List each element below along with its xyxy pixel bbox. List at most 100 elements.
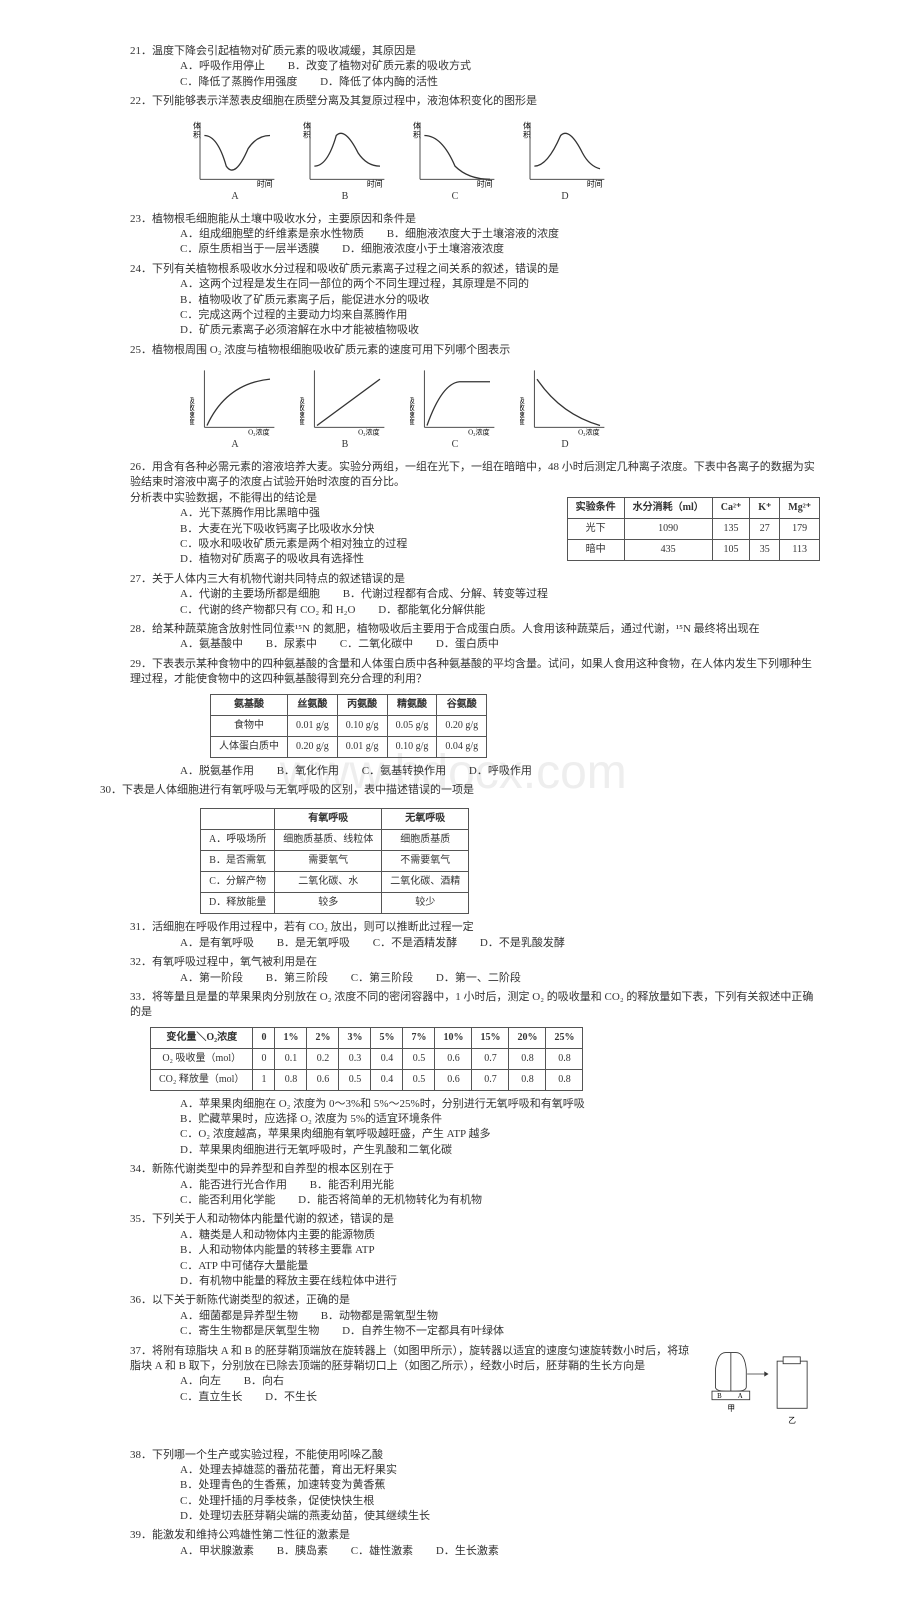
- q33-r0c6: 0.5: [403, 1048, 435, 1069]
- q29-table: 氨基酸 丝氨酸 丙氨酸 精氨酸 谷氨酸 食物中 0.01 g/g 0.10 g/…: [210, 694, 487, 758]
- q33-r1c9: 0.8: [509, 1069, 546, 1090]
- question-30: 30．下表是人体细胞进行有氧呼吸与无氧呼吸的区别，表中描述错误的一项是 有氧呼吸…: [100, 783, 820, 914]
- q30-r2c0: C．分解产物: [201, 872, 275, 893]
- q26-r1c4: 113: [780, 539, 820, 560]
- q22-graphs: 体积时间 A 体积时间 B 体积时间 C 体积时间 D: [190, 118, 820, 204]
- q29-r1c1: 0.20 g/g: [288, 736, 338, 757]
- q27-opt-a: A．代谢的主要场所都是细胞: [180, 587, 320, 602]
- q25-label-d: D: [520, 438, 610, 452]
- q28-opt-a: A．氨基酸中: [180, 637, 243, 652]
- q27-opt-d: D．都能氧化分解供能: [378, 603, 485, 618]
- svg-text:O₂浓度: O₂浓度: [248, 427, 270, 436]
- q33-r0c4: 0.3: [339, 1048, 371, 1069]
- q26-th-2: Ca²⁺: [712, 497, 750, 518]
- q29-r1c2: 0.01 g/g: [337, 736, 387, 757]
- q26-th-0: 实验条件: [567, 497, 624, 518]
- q35-opt-a: A．糖类是人和动物体内主要的能源物质: [180, 1228, 820, 1243]
- q39-opt-c: C．雄性激素: [351, 1544, 413, 1559]
- q29-opt-a: A．脱氨基作用: [180, 764, 254, 779]
- table-row: A．呼吸场所 细胞质基质、线粒体 细胞质基质: [201, 830, 469, 851]
- q33-r0c7: 0.6: [435, 1048, 472, 1069]
- table-row: B．是否需氧 需要氧气 不需要氧气: [201, 851, 469, 872]
- table-header-row: 有氧呼吸 无氧呼吸: [201, 809, 469, 830]
- q26-r1c2: 105: [712, 539, 750, 560]
- q26-r0c4: 179: [780, 518, 820, 539]
- q29-r0c2: 0.10 g/g: [337, 715, 387, 736]
- q36-opt-a: A．细菌都是异养型生物: [180, 1309, 298, 1324]
- q26-r1c0: 暗中: [567, 539, 624, 560]
- q31-opt-b: B．是无氧呼吸: [277, 936, 350, 951]
- table-row: O₂ 吸收量（mol） 0 0.1 0.2 0.3 0.4 0.5 0.6 0.…: [151, 1048, 583, 1069]
- svg-text:甲: 甲: [727, 1403, 735, 1412]
- q26-th-1: 水分消耗（ml）: [624, 497, 712, 518]
- q25-graphs: 吸收速度O₂浓度 A 吸收速度O₂浓度 B 吸收速度O₂浓度 C 吸收速度O₂浓…: [190, 366, 820, 452]
- table-header-row: 变化量＼O₂浓度 0 1% 2% 3% 5% 7% 10% 15% 20% 25…: [151, 1027, 583, 1048]
- q21-opt-b: B．改变了植物对矿质元素的吸收方式: [288, 59, 471, 74]
- q24-opt-a: A．这两个过程是发生在同一部位的两个不同生理过程，其原理是不同的: [180, 277, 820, 292]
- q24-options: A．这两个过程是发生在同一部位的两个不同生理过程，其原理是不同的 B．植物吸收了…: [180, 277, 820, 339]
- q29-r1c3: 0.10 g/g: [387, 736, 437, 757]
- q25-label-c: C: [410, 438, 500, 452]
- table-row: 人体蛋白质中 0.20 g/g 0.01 g/g 0.10 g/g 0.04 g…: [211, 736, 487, 757]
- q29-th-3: 精氨酸: [387, 694, 437, 715]
- svg-text:时间: 时间: [367, 178, 383, 188]
- svg-text:A: A: [738, 1393, 743, 1400]
- q32-stem: 32．有氧呼吸过程中，氧气被利用是在: [130, 955, 820, 970]
- q33-r0c0: O₂ 吸收量（mol）: [151, 1048, 253, 1069]
- q30-r2c1: 二氧化碳、水: [275, 872, 382, 893]
- question-37: BA 甲 乙 37．将附有琼脂块 A 和 B 的胚芽鞘顶端放在旋转器上（如图甲所…: [130, 1344, 820, 1444]
- svg-text:吸收速度: 吸收速度: [300, 397, 305, 426]
- q22-label-d: D: [520, 190, 610, 204]
- table-row: D．释放能量 较多 较少: [201, 893, 469, 914]
- q25-graph-d: 吸收速度O₂浓度: [520, 366, 610, 436]
- svg-text:O₂浓度: O₂浓度: [578, 427, 600, 436]
- q33-opt-c: C．O₂ 浓度越高，苹果果肉细胞有氧呼吸越旺盛，产生 ATP 越多: [180, 1127, 820, 1142]
- q33-th-1: 0: [253, 1027, 275, 1048]
- q39-stem: 39．能激发和维持公鸡雄性第二性征的激素是: [130, 1528, 820, 1543]
- q33-r1c3: 0.6: [307, 1069, 339, 1090]
- q37-opt-a: A．向左: [180, 1374, 221, 1389]
- q33-r0c1: 0: [253, 1048, 275, 1069]
- svg-text:体: 体: [193, 120, 201, 130]
- q24-opt-b: B．植物吸收了矿质元素离子后，能促进水分的吸收: [180, 293, 820, 308]
- q25-graph-b: 吸收速度O₂浓度: [300, 366, 390, 436]
- q37-opt-b: B．向右: [244, 1374, 284, 1389]
- q33-r0c10: 0.8: [546, 1048, 583, 1069]
- q34-opt-d: D．能否将简单的无机物转化为有机物: [298, 1193, 482, 1208]
- q31-opt-a: A．是有氧呼吸: [180, 936, 254, 951]
- q23-opt-c: C．原生质相当于一层半透膜: [180, 242, 319, 257]
- q22-stem: 22．下列能够表示洋葱表皮细胞在质壁分离及其复原过程中，液泡体积变化的图形是: [130, 94, 820, 109]
- svg-text:积: 积: [303, 129, 311, 139]
- q33-th-6: 7%: [403, 1027, 435, 1048]
- q26-th-3: K⁺: [750, 497, 780, 518]
- question-28: 28．给某种蔬菜施含放射性同位素¹⁵N 的氮肥，植物吸收后主要用于合成蛋白质。人…: [130, 622, 820, 653]
- table-row: 食物中 0.01 g/g 0.10 g/g 0.05 g/g 0.20 g/g: [211, 715, 487, 736]
- svg-text:吸收速度: 吸收速度: [410, 397, 415, 426]
- q33-r0c9: 0.8: [509, 1048, 546, 1069]
- q27-opt-c: C．代谢的终产物都只有 CO₂ 和 H₂O: [180, 603, 355, 618]
- q26-th-4: Mg²⁺: [780, 497, 820, 518]
- q33-r1c1: 1: [253, 1069, 275, 1090]
- q23-stem: 23．植物根毛细胞能从土壤中吸收水分，主要原因和条件是: [130, 212, 820, 227]
- question-22: 22．下列能够表示洋葱表皮细胞在质壁分离及其复原过程中，液泡体积变化的图形是 体…: [130, 94, 820, 203]
- svg-text:体: 体: [303, 120, 311, 130]
- svg-text:时间: 时间: [257, 178, 273, 188]
- q24-stem: 24．下列有关植物根系吸收水分过程和吸收矿质元素离子过程之间关系的叙述，错误的是: [130, 262, 820, 277]
- question-26: 26．用含有各种必需元素的溶液培养大麦。实验分两组，一组在光下，一组在暗暗中，4…: [130, 460, 820, 568]
- q30-r1c1: 需要氧气: [275, 851, 382, 872]
- q22-label-c: C: [410, 190, 500, 204]
- q26-r0c1: 1090: [624, 518, 712, 539]
- q22-label-b: B: [300, 190, 390, 204]
- question-36: 36．以下关于新陈代谢类型的叙述，正确的是 A．细菌都是异养型生物 B．动物都是…: [130, 1293, 820, 1339]
- svg-text:积: 积: [413, 129, 421, 139]
- q35-opt-d: D．有机物中能量的释放主要在线粒体中进行: [180, 1274, 820, 1289]
- q22-graph-c: 体积时间: [410, 118, 500, 188]
- q29-th-1: 丝氨酸: [288, 694, 338, 715]
- q25-label-a: A: [190, 438, 280, 452]
- q22-graph-b: 体积时间: [300, 118, 390, 188]
- question-24: 24．下列有关植物根系吸收水分过程和吸收矿质元素离子过程之间关系的叙述，错误的是…: [130, 262, 820, 339]
- q38-opt-c: C．处理扦插的月季枝条，促使快快生根: [180, 1494, 820, 1509]
- q33-th-4: 3%: [339, 1027, 371, 1048]
- q30-th-2: 无氧呼吸: [382, 809, 469, 830]
- q30-r3c1: 较多: [275, 893, 382, 914]
